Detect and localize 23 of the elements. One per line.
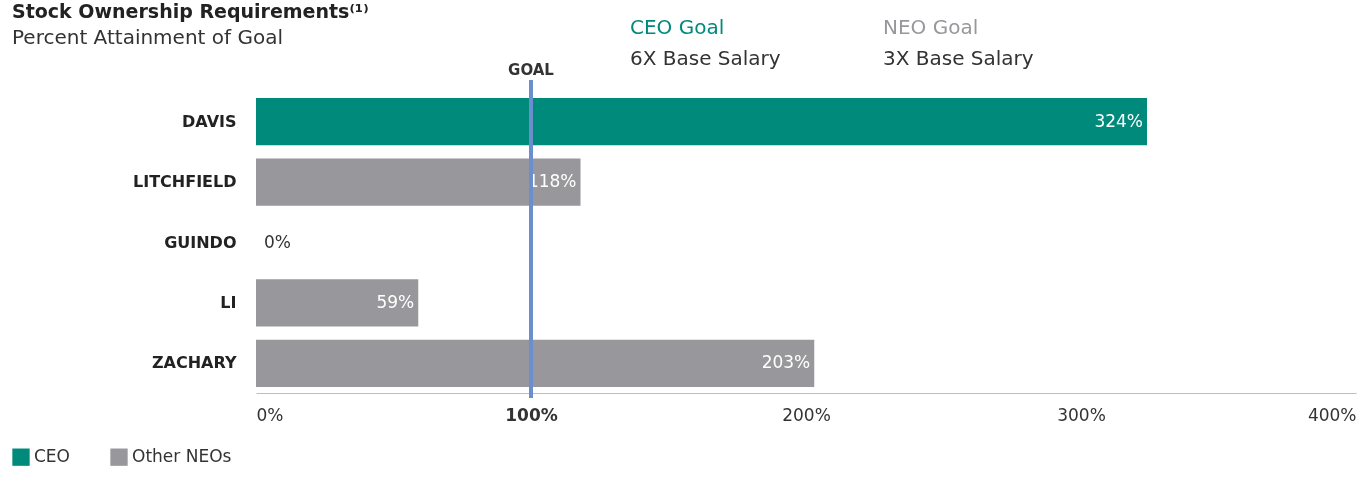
legend-label: Other NEOs <box>132 446 232 467</box>
chart-subtitle: Percent Attainment of Goal <box>12 25 283 49</box>
text: NEO Goal <box>883 15 979 39</box>
text: 3X Base Salary <box>883 46 1034 70</box>
text: CEO Goal <box>630 15 725 39</box>
x-tick-label: 100% <box>505 404 558 425</box>
x-tick-label: 400% <box>1307 404 1357 425</box>
y-tick-label: DAVIS <box>182 111 237 131</box>
x-tick-label: 300% <box>1057 404 1106 425</box>
x-tick-label: 0% <box>256 404 284 425</box>
text: 6X Base Salary <box>630 46 781 70</box>
data-label: 0% <box>264 231 291 252</box>
data-label: 59% <box>376 291 415 312</box>
chart-title: Stock Ownership Requirements⁽¹⁾ <box>12 0 369 22</box>
ref-line-label: GOAL <box>508 61 555 79</box>
data-label: 203% <box>761 352 811 373</box>
x-tick-label: 200% <box>782 404 831 425</box>
y-tick-label: LITCHFIELD <box>133 172 237 192</box>
data-label: 324% <box>1094 110 1143 131</box>
legend-label: CEO <box>34 446 70 467</box>
y-tick-label: ZACHARY <box>151 353 237 373</box>
y-tick-label: GUINDO <box>164 232 237 252</box>
y-tick-label: LI <box>220 292 237 312</box>
